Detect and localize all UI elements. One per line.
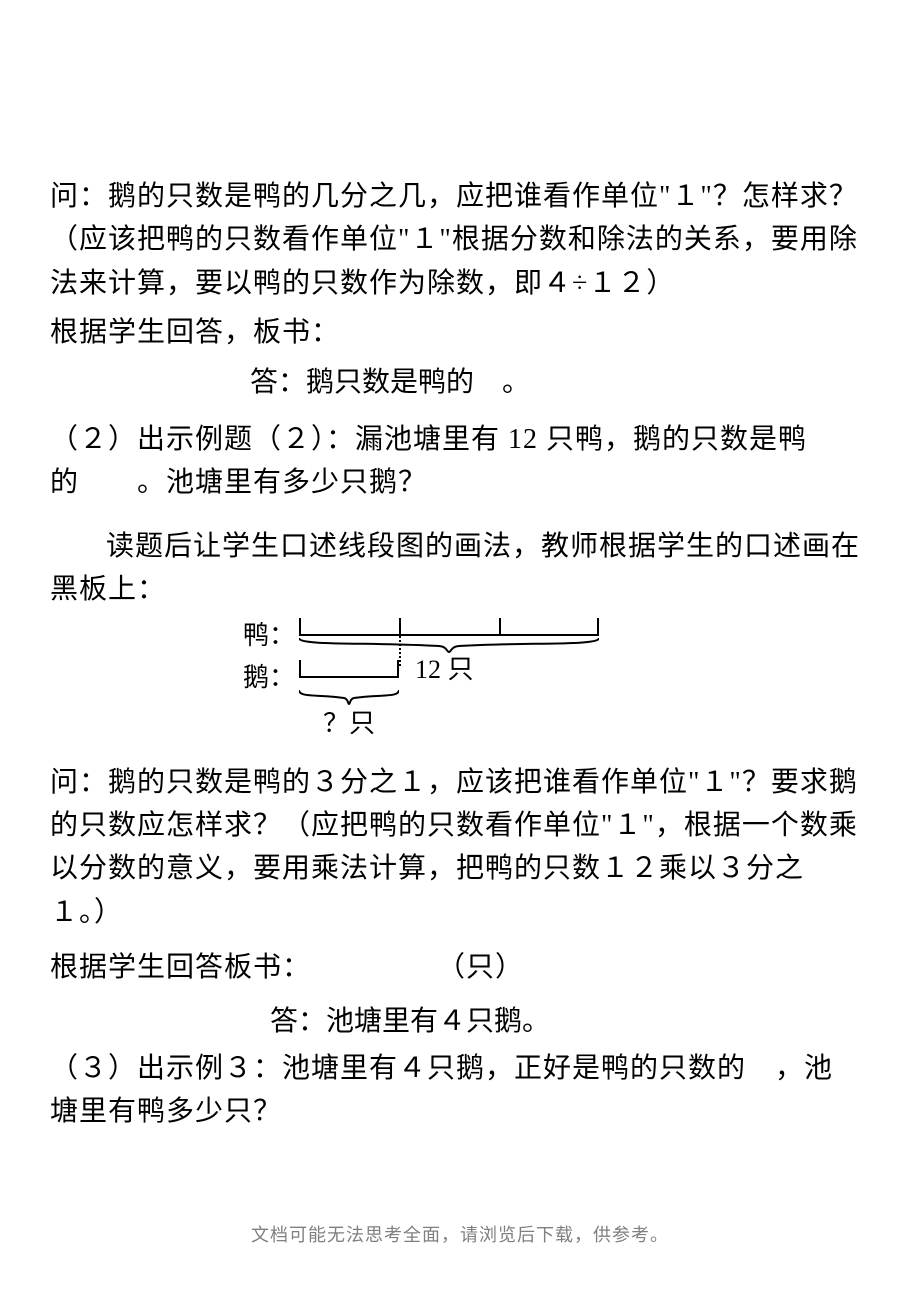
brace-icon <box>299 690 399 706</box>
goose-tick <box>299 660 301 676</box>
paragraph-board-intro-2: 根据学生回答板书： （只） <box>50 946 860 989</box>
question-mark-label: ？只 <box>299 706 399 742</box>
answer-line-2: 答：池塘里有４只鹅。 <box>270 1000 860 1043</box>
duck-tick <box>299 618 301 634</box>
paragraph-diagram-intro: 读题后让学生口述线段图的画法，教师根据学生的口述画在黑板上： <box>50 525 860 612</box>
document-page: 问：鹅的只数是鸭的几分之几，应把谁看作单位"１"？怎样求？（应该把鸭的只数看作单… <box>0 0 920 1303</box>
spacer <box>50 511 860 525</box>
paragraph-question-2: 问：鹅的只数是鸭的３分之１，应该把谁看作单位"１"？要求鹅的只数应怎样求？（应把… <box>50 761 860 935</box>
board-intro-2a: 根据学生回答板书： <box>50 952 311 983</box>
goose-bar <box>299 660 399 678</box>
duck-brace <box>299 638 599 652</box>
twelve-label: 12 只 <box>415 652 474 688</box>
board-intro-2b: （只） <box>437 952 524 983</box>
diagram-duck-row: 鸭： <box>235 618 675 654</box>
segment-diagram: 鸭： 鹅： <box>235 618 675 743</box>
answer-line-1: 答：鹅只数是鸭的 。 <box>250 361 860 404</box>
paragraph-example-3: （３）出示例３：池塘里有４只鹅，正好是鸭的只数的 ，池塘里有鸭多少只？ <box>50 1047 860 1134</box>
goose-label: 鹅： <box>235 660 299 696</box>
duck-tick <box>399 618 401 634</box>
duck-bar-wrap <box>299 618 599 652</box>
goose-bar-wrap: 12 只 ？只 <box>299 660 599 743</box>
paragraph-example-2: （２）出示例题（２）：漏池塘里有 12 只鸭，鹅的只数是鸭的 。池塘里有多少只鹅… <box>50 418 860 505</box>
paragraph-board-intro-1: 根据学生回答，板书： <box>50 311 860 354</box>
goose-tick <box>397 660 399 676</box>
duck-tick <box>597 618 599 634</box>
duck-label: 鸭： <box>235 618 299 654</box>
goose-brace <box>299 690 399 704</box>
duck-bar <box>299 618 599 636</box>
diagram-goose-row: 鹅： 12 只 ？只 <box>235 660 675 743</box>
page-footer: 文档可能无法思考全面，请浏览后下载，供参考。 <box>0 1221 920 1247</box>
paragraph-question-1: 问：鹅的只数是鸭的几分之几，应把谁看作单位"１"？怎样求？（应该把鸭的只数看作单… <box>50 175 860 305</box>
duck-tick <box>499 618 501 634</box>
